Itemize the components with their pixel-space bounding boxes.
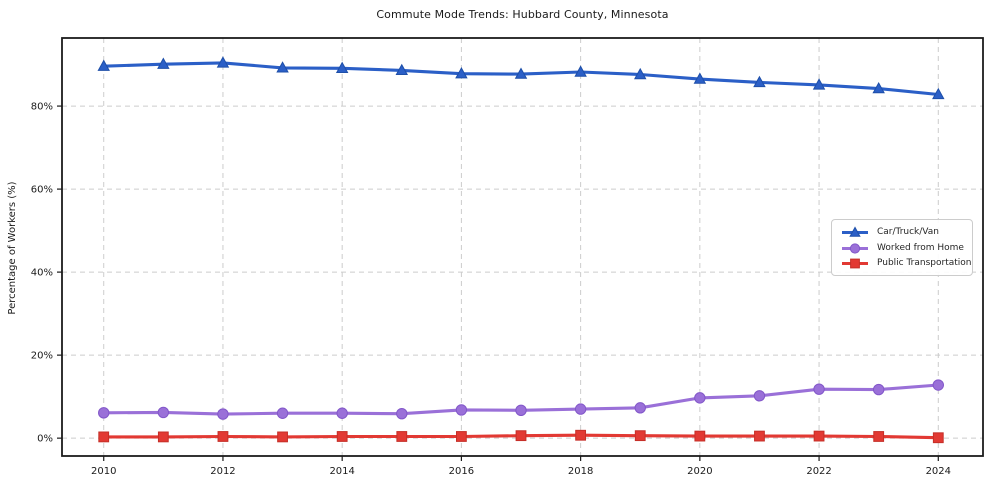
- data-point-public-transportation: [932, 432, 944, 444]
- data-point-car-truck-van: [276, 61, 289, 73]
- data-point-car-truck-van: [335, 61, 349, 73]
- data-point-worked-from-home: [157, 406, 170, 419]
- data-point-worked-from-home: [455, 404, 468, 416]
- y-tick-label: 40%: [31, 268, 53, 279]
- legend-item-public-transportation: Public Transportation: [841, 256, 971, 271]
- x-tick-label: 2020: [687, 466, 712, 477]
- x-tick-label: 2012: [210, 466, 235, 477]
- data-point-car-truck-van: [633, 67, 647, 80]
- data-point-worked-from-home: [872, 383, 885, 396]
- data-point-public-transportation: [157, 431, 169, 443]
- data-point-worked-from-home: [932, 379, 944, 391]
- data-point-worked-from-home: [634, 402, 646, 414]
- y-tick-label: 20%: [31, 351, 53, 362]
- x-tick-label: 2016: [449, 466, 474, 477]
- data-point-car-truck-van: [455, 67, 468, 79]
- legend-label: Worked from Home: [877, 242, 964, 253]
- data-point-public-transportation: [813, 430, 825, 442]
- triangle-legend-icon: [842, 226, 868, 237]
- y-tick-label: 60%: [31, 185, 53, 196]
- x-tick-label: 2014: [329, 466, 354, 477]
- x-tick-label: 2010: [91, 466, 116, 477]
- series-markers-car-truck-van: [97, 56, 945, 100]
- data-point-car-truck-van: [693, 72, 707, 84]
- legend-marker-car-truck-van-icon: [849, 226, 861, 237]
- legend-marker-public-transportation-icon: [850, 258, 860, 269]
- data-point-public-transportation: [515, 430, 527, 442]
- data-point-car-truck-van: [932, 87, 945, 100]
- data-point-worked-from-home: [217, 408, 229, 420]
- data-point-car-truck-van: [812, 78, 826, 90]
- data-point-car-truck-van: [514, 67, 528, 79]
- data-point-car-truck-van: [216, 56, 230, 68]
- data-point-car-truck-van: [97, 59, 110, 71]
- x-tick-label: 2024: [926, 466, 951, 477]
- x-tick-label: 2018: [568, 466, 593, 477]
- data-point-worked-from-home: [574, 403, 587, 415]
- data-point-public-transportation: [873, 431, 885, 442]
- data-point-public-transportation: [277, 431, 288, 443]
- data-point-worked-from-home: [276, 407, 289, 419]
- data-point-car-truck-van: [395, 63, 409, 76]
- data-point-worked-from-home: [515, 404, 527, 417]
- y-tick-label: 0%: [37, 434, 53, 445]
- data-point-worked-from-home: [813, 383, 825, 395]
- legend-label: Public Transportation: [877, 258, 972, 268]
- square-legend-icon: [842, 258, 868, 269]
- data-point-public-transportation: [694, 430, 706, 442]
- data-point-worked-from-home: [98, 407, 110, 419]
- data-point-car-truck-van: [157, 57, 170, 69]
- data-point-car-truck-van: [574, 65, 587, 77]
- series-markers-public-transportation: [98, 429, 944, 444]
- chart-title: Commute Mode Trends: Hubbard County, Min…: [376, 8, 669, 21]
- legend-item-car-truck-van: Car/Truck/Van: [841, 225, 964, 240]
- legend: Car/Truck/Van Worked from Home Public Tran…: [831, 219, 973, 276]
- data-point-worked-from-home: [753, 390, 766, 402]
- series-markers-worked-from-home: [98, 379, 944, 420]
- data-point-worked-from-home: [396, 407, 408, 420]
- legend-item-worked-from-home: Worked from Home: [841, 241, 964, 256]
- data-point-public-transportation: [98, 431, 110, 443]
- data-point-public-transportation: [575, 429, 587, 441]
- data-point-car-truck-van: [872, 81, 885, 94]
- data-point-worked-from-home: [336, 407, 348, 419]
- data-point-worked-from-home: [694, 392, 706, 404]
- circle-legend-icon: [842, 242, 868, 254]
- y-tick-label: 80%: [31, 102, 53, 113]
- data-point-car-truck-van: [753, 75, 766, 88]
- data-point-public-transportation: [634, 430, 646, 442]
- plot-border: [61, 37, 984, 457]
- data-point-public-transportation: [754, 430, 765, 442]
- data-point-public-transportation: [217, 431, 229, 442]
- data-point-public-transportation: [336, 431, 348, 442]
- x-tick-label: 2022: [806, 466, 831, 477]
- data-point-public-transportation: [455, 431, 467, 442]
- legend-label: Car/Truck/Van: [877, 227, 939, 237]
- legend-marker-worked-from-home-icon: [849, 242, 861, 254]
- data-point-public-transportation: [396, 431, 408, 442]
